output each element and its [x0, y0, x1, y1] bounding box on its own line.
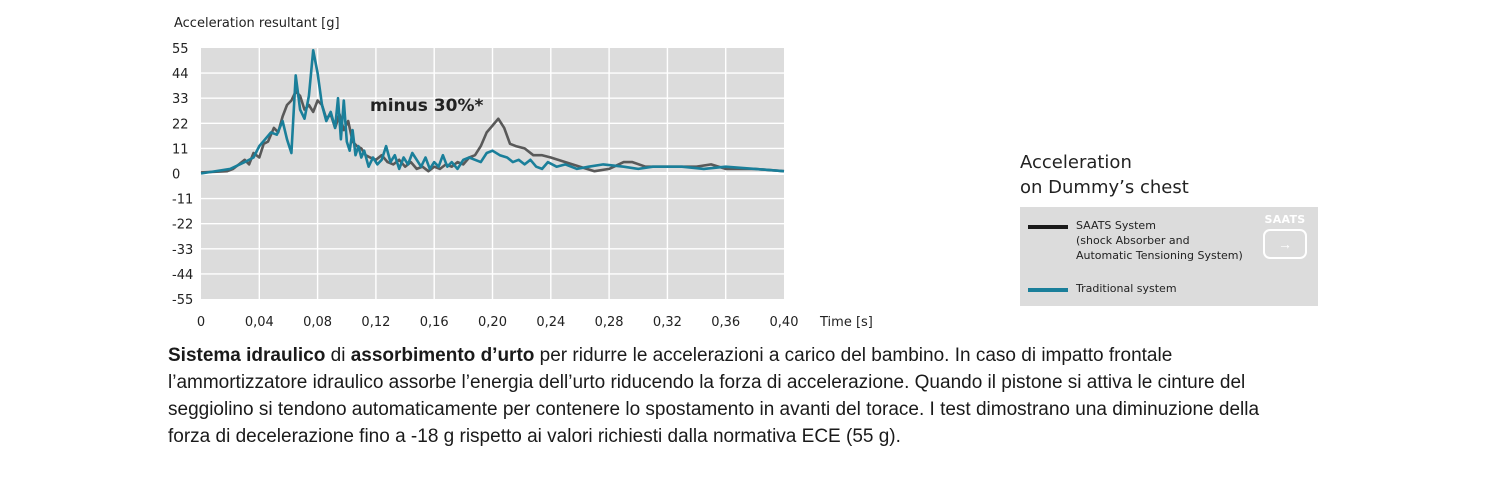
y-tick-label: 55 — [172, 42, 189, 57]
legend-swatch-saats — [1028, 225, 1068, 229]
arrow-icon: → — [1263, 229, 1307, 259]
description-rest: per ridurre le accelerazioni a carico de… — [168, 345, 1260, 447]
description-text-1: di — [325, 345, 351, 366]
series-line-saats — [200, 90, 785, 174]
x-tick-labels: 0 0,04 0,08 0,12 0,16 0,20 0,24 0,28 0,32 0,36 0,4… — [197, 315, 799, 330]
y-tick-label: 22 — [172, 117, 189, 132]
y-tick-label: 33 — [172, 92, 189, 107]
x-tick-label: 0,08 — [303, 315, 332, 330]
y-tick-label: -11 — [172, 193, 193, 208]
saats-logo-label: SAATS — [1264, 213, 1306, 226]
y-tick-labels: 55 44 33 22 11 0 -11 -22 -33 -44 -55 — [172, 42, 193, 308]
grid — [201, 48, 784, 299]
y-tick-label: -55 — [172, 293, 193, 308]
description-bold-1: Sistema idraulico — [168, 345, 326, 366]
legend-label-saats: SAATS System (shock Absorber and Automat… — [1076, 219, 1243, 262]
y-tick-label: -33 — [172, 243, 193, 258]
series-lines — [200, 48, 785, 175]
x-tick-label: 0,12 — [361, 315, 390, 330]
x-tick-label: 0,36 — [711, 315, 740, 330]
legend-heading-line1: Acceleration — [1020, 152, 1132, 173]
x-tick-label: 0 — [197, 315, 205, 330]
legend-heading: Acceleration on Dummy’s chest — [1020, 150, 1320, 200]
y-tick-label: 44 — [172, 67, 189, 82]
description-text: Sistema idraulico di assorbimento d’urto… — [168, 342, 1303, 450]
x-tick-label: 0,16 — [420, 315, 449, 330]
x-tick-label: 0,40 — [770, 315, 799, 330]
saats-logo: SAATS → — [1260, 213, 1310, 265]
x-tick-label: 0,04 — [245, 315, 274, 330]
series-line-traditional — [200, 48, 785, 175]
legend: SAATS System (shock Absorber and Automat… — [1020, 207, 1318, 306]
legend-heading-line2: on Dummy’s chest — [1020, 177, 1189, 198]
description-bold-2: assorbimento d’urto — [350, 345, 535, 366]
y-axis-title: Acceleration resultant [g] — [174, 16, 340, 31]
x-tick-label: 0,32 — [653, 315, 682, 330]
legend-item-traditional: Traditional system — [1028, 281, 1177, 296]
annotation-minus-30: minus 30%* — [370, 96, 483, 116]
legend-label-traditional: Traditional system — [1076, 282, 1177, 295]
legend-item-saats: SAATS System (shock Absorber and Automat… — [1028, 218, 1243, 263]
y-tick-label: -22 — [172, 218, 193, 233]
x-tick-label: 0,20 — [478, 315, 507, 330]
y-tick-label: 0 — [172, 168, 180, 183]
legend-swatch-traditional — [1028, 288, 1068, 292]
x-tick-label: 0,24 — [536, 315, 565, 330]
y-tick-label: 11 — [172, 142, 189, 157]
x-tick-label: 0,28 — [595, 315, 624, 330]
y-tick-label: -44 — [172, 268, 193, 283]
acceleration-chart: 55 44 33 22 11 0 -11 -22 -33 -44 -55 0 0,04 0,08 0,12… — [172, 16, 873, 330]
x-axis-title: Time [s] — [819, 315, 873, 330]
